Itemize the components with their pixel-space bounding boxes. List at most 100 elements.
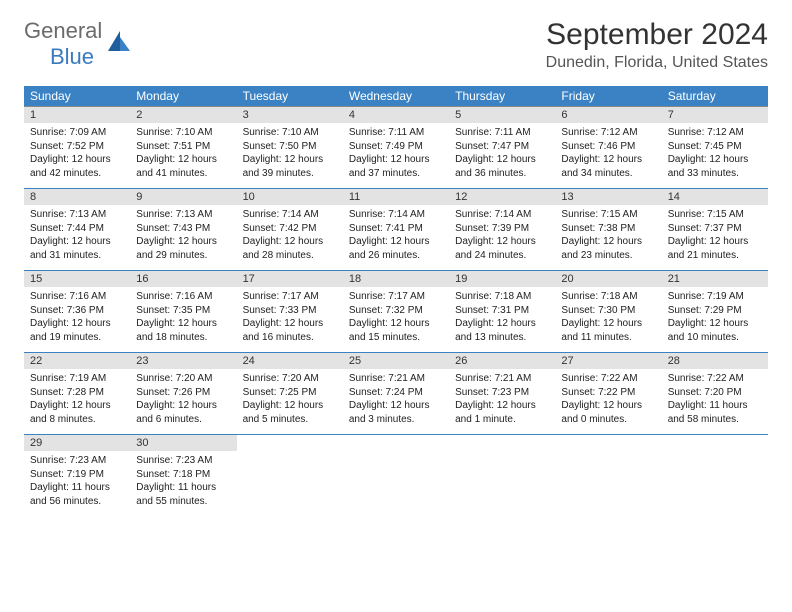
day2-text: and 6 minutes. <box>136 413 230 427</box>
day-number-row: 15161718192021 <box>24 271 768 288</box>
day-cell: Sunrise: 7:16 AMSunset: 7:36 PMDaylight:… <box>24 287 130 353</box>
day-number: 14 <box>662 189 768 206</box>
sunset-text: Sunset: 7:41 PM <box>349 222 443 236</box>
day-cell: Sunrise: 7:11 AMSunset: 7:47 PMDaylight:… <box>449 123 555 189</box>
day-cell: Sunrise: 7:17 AMSunset: 7:33 PMDaylight:… <box>237 287 343 353</box>
day2-text: and 56 minutes. <box>30 495 124 509</box>
sunrise-text: Sunrise: 7:23 AM <box>136 454 230 468</box>
day2-text: and 1 minute. <box>455 413 549 427</box>
sunset-text: Sunset: 7:39 PM <box>455 222 549 236</box>
day2-text: and 36 minutes. <box>455 167 549 181</box>
sunrise-text: Sunrise: 7:21 AM <box>455 372 549 386</box>
sunset-text: Sunset: 7:46 PM <box>561 140 655 154</box>
day1-text: Daylight: 12 hours <box>561 235 655 249</box>
day1-text: Daylight: 12 hours <box>136 235 230 249</box>
day-number <box>555 435 661 452</box>
day-cell: Sunrise: 7:14 AMSunset: 7:42 PMDaylight:… <box>237 205 343 271</box>
sunset-text: Sunset: 7:18 PM <box>136 468 230 482</box>
sunrise-text: Sunrise: 7:17 AM <box>349 290 443 304</box>
sunset-text: Sunset: 7:29 PM <box>668 304 762 318</box>
sunrise-text: Sunrise: 7:20 AM <box>136 372 230 386</box>
day2-text: and 3 minutes. <box>349 413 443 427</box>
sunrise-text: Sunrise: 7:18 AM <box>455 290 549 304</box>
day1-text: Daylight: 12 hours <box>455 235 549 249</box>
sunset-text: Sunset: 7:28 PM <box>30 386 124 400</box>
sunrise-text: Sunrise: 7:16 AM <box>30 290 124 304</box>
sunrise-text: Sunrise: 7:14 AM <box>455 208 549 222</box>
day-number: 25 <box>343 353 449 370</box>
day2-text: and 24 minutes. <box>455 249 549 263</box>
day-number: 10 <box>237 189 343 206</box>
day1-text: Daylight: 12 hours <box>30 399 124 413</box>
day2-text: and 15 minutes. <box>349 331 443 345</box>
day1-text: Daylight: 12 hours <box>243 153 337 167</box>
day-cell: Sunrise: 7:10 AMSunset: 7:51 PMDaylight:… <box>130 123 236 189</box>
sunset-text: Sunset: 7:36 PM <box>30 304 124 318</box>
day1-text: Daylight: 12 hours <box>243 399 337 413</box>
sunset-text: Sunset: 7:43 PM <box>136 222 230 236</box>
day-cell <box>343 451 449 516</box>
day-header: Monday <box>130 86 236 107</box>
sunrise-text: Sunrise: 7:10 AM <box>136 126 230 140</box>
day-number: 5 <box>449 107 555 124</box>
day1-text: Daylight: 12 hours <box>136 317 230 331</box>
day-header: Wednesday <box>343 86 449 107</box>
day-cell: Sunrise: 7:23 AMSunset: 7:19 PMDaylight:… <box>24 451 130 516</box>
day1-text: Daylight: 12 hours <box>30 153 124 167</box>
day-number: 28 <box>662 353 768 370</box>
day1-text: Daylight: 12 hours <box>668 153 762 167</box>
day-cell <box>555 451 661 516</box>
day1-text: Daylight: 12 hours <box>349 235 443 249</box>
day-number: 3 <box>237 107 343 124</box>
sunset-text: Sunset: 7:24 PM <box>349 386 443 400</box>
day-number: 15 <box>24 271 130 288</box>
day-cell: Sunrise: 7:18 AMSunset: 7:30 PMDaylight:… <box>555 287 661 353</box>
day-cell: Sunrise: 7:14 AMSunset: 7:41 PMDaylight:… <box>343 205 449 271</box>
day-data-row: Sunrise: 7:19 AMSunset: 7:28 PMDaylight:… <box>24 369 768 435</box>
day1-text: Daylight: 12 hours <box>455 399 549 413</box>
day1-text: Daylight: 11 hours <box>136 481 230 495</box>
day-number-row: 891011121314 <box>24 189 768 206</box>
day1-text: Daylight: 12 hours <box>243 235 337 249</box>
day-number: 30 <box>130 435 236 452</box>
day-cell: Sunrise: 7:13 AMSunset: 7:43 PMDaylight:… <box>130 205 236 271</box>
day-cell: Sunrise: 7:18 AMSunset: 7:31 PMDaylight:… <box>449 287 555 353</box>
day-number: 8 <box>24 189 130 206</box>
day-header: Saturday <box>662 86 768 107</box>
sail-icon <box>106 29 132 60</box>
sunrise-text: Sunrise: 7:22 AM <box>561 372 655 386</box>
day2-text: and 10 minutes. <box>668 331 762 345</box>
day-number: 11 <box>343 189 449 206</box>
day-data-row: Sunrise: 7:09 AMSunset: 7:52 PMDaylight:… <box>24 123 768 189</box>
day-number: 16 <box>130 271 236 288</box>
sunrise-text: Sunrise: 7:16 AM <box>136 290 230 304</box>
day-number <box>662 435 768 452</box>
day-number-row: 1234567 <box>24 107 768 124</box>
day2-text: and 16 minutes. <box>243 331 337 345</box>
logo-text-general: General <box>24 18 102 43</box>
day-number: 22 <box>24 353 130 370</box>
day-cell: Sunrise: 7:21 AMSunset: 7:23 PMDaylight:… <box>449 369 555 435</box>
day-number <box>237 435 343 452</box>
sunset-text: Sunset: 7:45 PM <box>668 140 762 154</box>
day-number: 1 <box>24 107 130 124</box>
day-number: 13 <box>555 189 661 206</box>
day-cell: Sunrise: 7:09 AMSunset: 7:52 PMDaylight:… <box>24 123 130 189</box>
day-number: 6 <box>555 107 661 124</box>
logo-text-blue: Blue <box>50 44 94 69</box>
header: General Blue September 2024 Dunedin, Flo… <box>24 18 768 72</box>
day-number: 7 <box>662 107 768 124</box>
day-cell <box>237 451 343 516</box>
sunrise-text: Sunrise: 7:18 AM <box>561 290 655 304</box>
sunrise-text: Sunrise: 7:20 AM <box>243 372 337 386</box>
sunset-text: Sunset: 7:49 PM <box>349 140 443 154</box>
day-cell: Sunrise: 7:10 AMSunset: 7:50 PMDaylight:… <box>237 123 343 189</box>
day1-text: Daylight: 12 hours <box>349 317 443 331</box>
day-cell: Sunrise: 7:23 AMSunset: 7:18 PMDaylight:… <box>130 451 236 516</box>
sunset-text: Sunset: 7:26 PM <box>136 386 230 400</box>
day-data-row: Sunrise: 7:23 AMSunset: 7:19 PMDaylight:… <box>24 451 768 516</box>
sunset-text: Sunset: 7:47 PM <box>455 140 549 154</box>
day2-text: and 28 minutes. <box>243 249 337 263</box>
day-number: 29 <box>24 435 130 452</box>
sunrise-text: Sunrise: 7:19 AM <box>668 290 762 304</box>
